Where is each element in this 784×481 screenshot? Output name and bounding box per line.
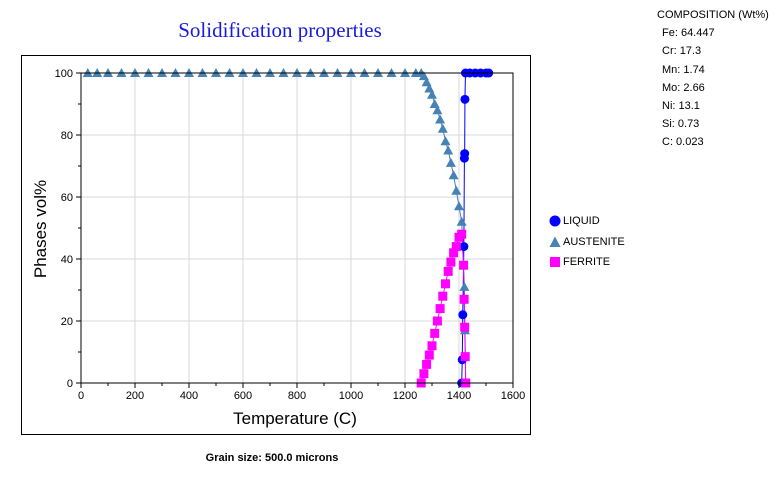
x-tick-label: 1600 — [501, 390, 525, 402]
x-tick-label: 1400 — [447, 390, 471, 402]
composition-item: Si: 0.73 — [662, 118, 700, 131]
data-point-austenite — [427, 89, 437, 99]
series-line-liquid — [461, 72, 489, 384]
composition-item: Mo: 2.66 — [662, 81, 705, 94]
data-point-austenite — [445, 157, 456, 167]
data-point-liquid — [460, 149, 470, 159]
grid-layer — [81, 72, 513, 383]
data-point-ferrite — [419, 369, 429, 379]
data-point-ferrite — [459, 260, 469, 270]
data-point-liquid — [459, 242, 469, 252]
data-point-austenite — [456, 216, 467, 226]
y-tick-label: 20 — [61, 316, 73, 328]
y-tick-label: 80 — [61, 130, 73, 142]
y-tick-label: 40 — [61, 254, 73, 266]
data-point-liquid — [458, 310, 468, 320]
composition-item: Fe: 64.447 — [662, 27, 715, 40]
data-point-austenite — [459, 281, 470, 291]
data-point-ferrite — [427, 341, 437, 351]
square-marker-icon — [550, 257, 560, 268]
triangle-marker-icon — [549, 236, 561, 247]
data-point-austenite — [440, 136, 451, 146]
data-point-austenite — [437, 123, 448, 133]
data-point-austenite — [454, 201, 464, 211]
composition-title: COMPOSITION (Wt%) — [657, 9, 769, 21]
x-tick-label: 0 — [78, 390, 84, 402]
x-tick-label: 800 — [288, 390, 306, 402]
data-point-ferrite — [451, 242, 461, 252]
data-point-austenite — [435, 114, 446, 124]
y-axis-label: Phases vol% — [31, 180, 50, 278]
legend-label: LIQUID — [563, 215, 600, 228]
data-point-ferrite — [449, 248, 459, 258]
data-point-austenite — [451, 185, 462, 195]
data-point-ferrite — [430, 328, 440, 338]
data-point-ferrite — [432, 316, 442, 326]
data-point-ferrite — [457, 229, 467, 239]
composition-item: Ni: 13.1 — [662, 100, 700, 113]
x-tick-label: 400 — [180, 390, 198, 402]
composition-panel: COMPOSITION (Wt%) Fe: 64.447 Cr: 17.3 Mn… — [657, 6, 769, 152]
grain-size-note: Grain size: 500.0 microns — [205, 452, 339, 464]
series-line-austenite — [87, 72, 467, 384]
data-point-ferrite — [422, 359, 432, 369]
x-tick-label: 1200 — [393, 390, 417, 402]
x-tick-label: 1000 — [339, 390, 363, 402]
data-point-ferrite — [438, 291, 448, 301]
chart-title: Solidification properties — [178, 18, 382, 42]
data-point-liquid — [460, 94, 470, 104]
composition-item: C: 0.023 — [662, 136, 704, 149]
x-axis-label: Temperature (C) — [233, 409, 357, 428]
data-point-ferrite — [446, 257, 456, 267]
axis-layer: 0 200 400 600 800 1000 1200 1400 1600 0 20 40 60 80 10… — [55, 68, 526, 402]
x-tick-label: 200 — [126, 390, 144, 402]
data-point-austenite — [448, 170, 459, 180]
chart-frame — [21, 55, 531, 435]
legend-item-ferrite: FERRITE — [548, 252, 625, 273]
legend-item-austenite: AUSTENITE — [548, 232, 625, 253]
y-tick-label: 0 — [67, 378, 73, 390]
x-tick-label: 600 — [234, 390, 252, 402]
legend-label: FERRITE — [563, 256, 611, 269]
data-point-ferrite — [424, 350, 434, 360]
data-point-austenite — [432, 105, 443, 115]
circle-marker-icon — [549, 215, 561, 227]
data-point-ferrite — [435, 304, 445, 314]
data-point-ferrite — [441, 279, 450, 289]
data-point-ferrite — [460, 352, 470, 362]
data-layer — [82, 68, 494, 388]
data-point-ferrite — [443, 266, 453, 276]
legend: LIQUID AUSTENITE FERRITE — [548, 211, 625, 273]
data-point-austenite — [443, 145, 454, 155]
data-point-ferrite — [459, 294, 469, 304]
composition-item: Cr: 17.3 — [662, 45, 702, 58]
y-tick-label: 100 — [55, 68, 73, 80]
legend-item-liquid: LIQUID — [548, 211, 625, 232]
y-tick-label: 60 — [61, 192, 73, 204]
data-point-ferrite — [460, 322, 470, 332]
composition-item: Mn: 1.74 — [662, 63, 705, 76]
legend-label: AUSTENITE — [563, 235, 625, 248]
